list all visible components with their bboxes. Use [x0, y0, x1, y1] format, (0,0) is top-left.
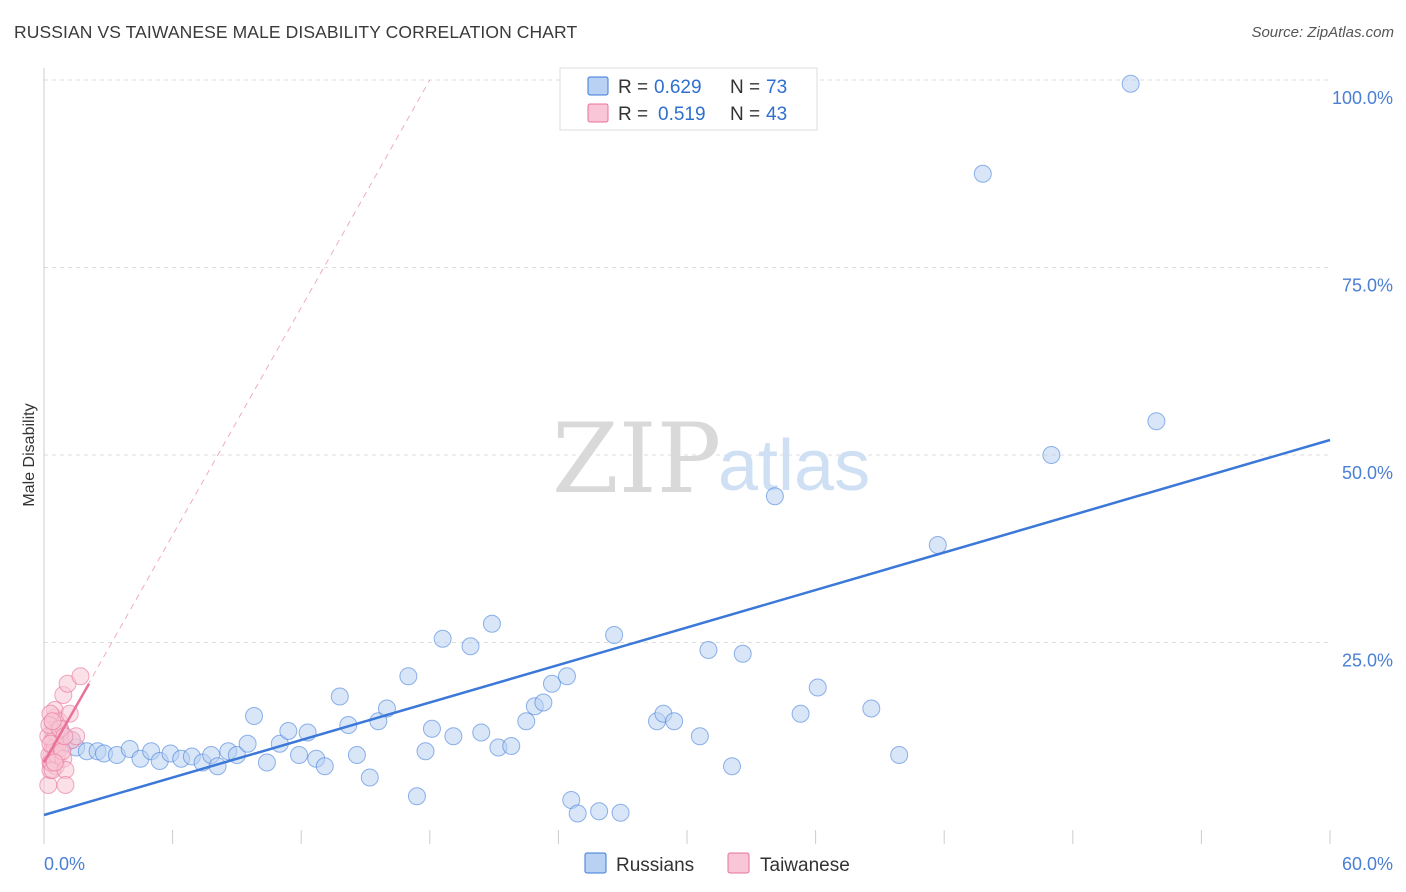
data-point-russians	[257, 753, 276, 772]
legend-n-label: N =	[730, 77, 760, 98]
legend-r-label: R =	[618, 104, 648, 125]
data-point-russians	[315, 757, 334, 776]
legend-n-label: N =	[730, 104, 760, 125]
y-tick-label: 100.0%	[1332, 88, 1393, 108]
data-point-russians	[433, 629, 452, 648]
watermark-atlas: atlas	[718, 426, 870, 506]
data-point-russians	[928, 536, 947, 554]
legend-n-value: 73	[766, 77, 787, 98]
data-points	[39, 74, 1331, 823]
data-point-russians	[290, 746, 309, 764]
legend-r-label: R =	[618, 77, 648, 98]
trend-line-russians	[43, 438, 1331, 817]
data-point-russians	[862, 699, 881, 718]
data-point-russians	[517, 712, 536, 731]
data-point-russians	[416, 742, 435, 761]
data-point-taiwanese	[39, 776, 58, 794]
data-point-russians	[534, 693, 553, 712]
legend: R = 0.629 N = 73 R = 0.519 N = 43	[559, 67, 818, 131]
data-point-russians	[399, 667, 418, 686]
legend-n-value: 43	[766, 104, 787, 125]
x-tick-label: 0.0%	[44, 854, 85, 874]
bottom-legend: Russians Taiwanese	[584, 852, 850, 876]
tick-labels: 25.0% 50.0% 75.0% 100.0% 0.0% 60.0%	[44, 88, 1393, 874]
data-point-russians	[279, 722, 298, 740]
data-point-russians	[611, 803, 630, 822]
chart-source: Source: ZipAtlas.com	[1251, 24, 1394, 41]
y-axis-label: Male Disability	[21, 403, 38, 506]
data-point-russians	[347, 746, 366, 764]
data-point-russians	[1042, 446, 1061, 464]
data-point-russians	[765, 487, 784, 506]
x-tick-label: 60.0%	[1342, 854, 1393, 874]
data-point-russians	[407, 787, 426, 806]
data-point-russians	[1121, 74, 1140, 93]
data-point-taiwanese	[71, 667, 90, 686]
trend-line-taiwanese	[42, 683, 91, 764]
watermark-zip: ZIP	[552, 403, 721, 515]
data-point-russians	[890, 746, 909, 764]
legend-r-value: 0.519	[658, 104, 706, 125]
data-point-russians	[1147, 412, 1166, 431]
data-point-russians	[472, 723, 491, 742]
data-point-taiwanese	[56, 776, 75, 794]
data-point-russians	[557, 667, 576, 686]
y-tick-label: 75.0%	[1342, 276, 1393, 296]
data-point-russians	[422, 719, 441, 738]
data-point-russians	[238, 734, 257, 753]
data-point-russians	[665, 712, 684, 731]
data-point-russians	[699, 641, 718, 659]
data-point-russians	[482, 614, 501, 633]
data-point-russians	[542, 674, 561, 693]
data-point-russians	[808, 678, 827, 697]
data-point-taiwanese	[43, 712, 62, 731]
data-point-russians	[590, 802, 609, 821]
legend-swatch-taiwanese	[587, 103, 609, 123]
data-point-russians	[791, 704, 810, 723]
data-point-russians	[330, 687, 349, 706]
data-point-taiwanese	[45, 753, 64, 772]
data-point-russians	[444, 727, 463, 746]
trend-lines	[43, 79, 431, 763]
bottom-legend-russians: Russians	[616, 855, 694, 876]
chart-title: RUSSIAN VS TAIWANESE MALE DISABILITY COR…	[14, 22, 578, 42]
data-point-russians	[605, 626, 624, 644]
data-point-russians	[690, 727, 709, 746]
data-point-russians	[973, 164, 992, 183]
data-point-russians	[733, 644, 752, 663]
bottom-legend-swatch-russians	[584, 852, 607, 874]
y-tick-label: 25.0%	[1342, 651, 1393, 671]
watermark: ZIP atlas	[552, 403, 870, 515]
data-point-russians	[502, 737, 521, 755]
data-point-russians	[245, 707, 264, 725]
legend-swatch-russians	[587, 76, 609, 96]
data-point-russians	[461, 637, 480, 656]
gridlines	[44, 79, 1330, 643]
data-point-russians	[723, 757, 742, 776]
bottom-legend-taiwanese: Taiwanese	[760, 855, 850, 876]
bottom-legend-swatch-taiwanese	[727, 852, 750, 874]
data-point-russians	[568, 804, 587, 823]
trend-line-taiwanese-extended	[43, 79, 431, 763]
y-tick-label: 50.0%	[1342, 463, 1393, 483]
data-point-russians	[360, 768, 379, 787]
legend-r-value: 0.629	[654, 77, 702, 98]
